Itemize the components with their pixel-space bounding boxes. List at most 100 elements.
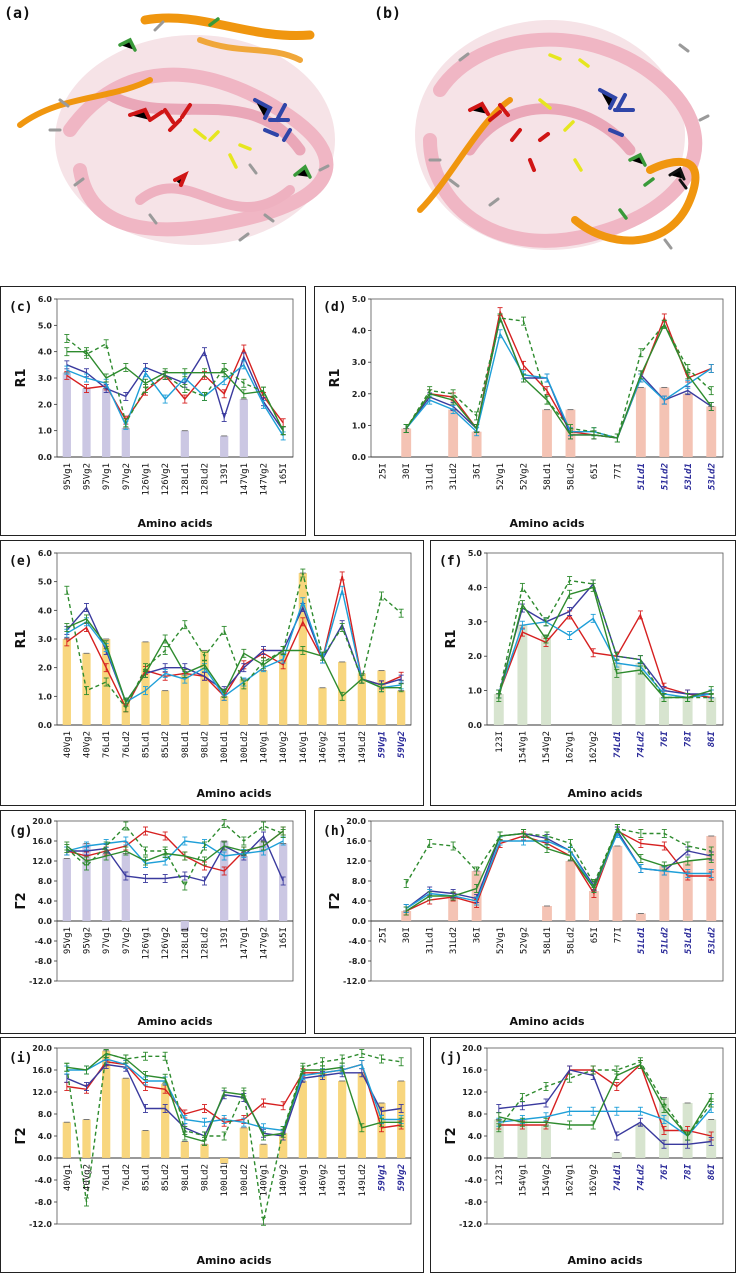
- y-tick-label: 4.0: [38, 897, 53, 906]
- category-label: 140Vg1: [260, 731, 270, 764]
- x-axis-label: Amino acids: [137, 517, 213, 530]
- bar: [542, 906, 552, 921]
- category-label: 126Vg2: [161, 927, 171, 960]
- series-line-green-dashed: [66, 1052, 402, 1222]
- category-label: 51Ld1: [637, 463, 647, 490]
- chart-panel-c: (c) 0.0 1.0 2.0 3.0 4.0 5.0 6.0 R1 95Vg1 95Vg2 97Vg…: [0, 286, 306, 536]
- panel-label-h: (h): [323, 824, 346, 839]
- series-line-green-dashed: [66, 572, 402, 710]
- y-tick-label: 16.0: [32, 837, 52, 846]
- category-label: 58Ld2: [566, 927, 576, 954]
- y-tick-label: 8.0: [352, 877, 367, 886]
- y-axis-label: Γ2: [14, 1127, 29, 1144]
- chart-svg-d: (d) 0.0 1.0 2.0 3.0 4.0 5.0 R1 25I 30I 31Ld1 31Ld2 3…: [323, 295, 724, 530]
- y-tick-label: 3.0: [38, 374, 53, 383]
- y-axis-label: Γ2: [328, 892, 343, 909]
- bar: [493, 1119, 504, 1158]
- category-label: 30I: [402, 463, 412, 479]
- category-label: 126Vg1: [142, 927, 152, 960]
- bar: [200, 1144, 209, 1158]
- series-line-cyan: [66, 363, 284, 437]
- panel-label-i: (i): [9, 1051, 32, 1066]
- category-label: 147Vg1: [240, 927, 250, 960]
- y-tick-label: 0.0: [38, 721, 53, 730]
- bar: [612, 846, 623, 921]
- category-label: 139I: [220, 463, 230, 485]
- panel-label-d: (d): [323, 300, 346, 315]
- y-tick-label: -12.0: [29, 1220, 52, 1229]
- protein-ribbon-image-a: [17, 13, 335, 245]
- y-tick-label: 16.0: [462, 1066, 482, 1075]
- panel-label-f: (f): [439, 554, 462, 569]
- category-label: 76I: [660, 730, 670, 747]
- category-label: 51Ld2: [660, 463, 670, 490]
- y-tick-label: 4.0: [38, 348, 53, 357]
- x-axis-label: Amino acids: [567, 787, 643, 800]
- y-tick-label: -12.0: [343, 977, 366, 986]
- category-label: 78I: [684, 1163, 694, 1180]
- bar: [62, 372, 71, 457]
- category-label: 74Ld1: [613, 731, 623, 758]
- bar: [542, 409, 552, 457]
- chart-panel-i: (i) -12.0 -8.0 -4.0 0.0 4.0 8.0 12.0 16.0 20.0 Γ2 4…: [0, 1037, 424, 1273]
- series-line-green-dashed: [405, 317, 712, 439]
- bar: [589, 891, 599, 921]
- category-label: 31Ld2: [449, 463, 459, 490]
- category-label: 51Ld2: [660, 927, 670, 954]
- y-tick-label: 8.0: [38, 877, 53, 886]
- category-label: 52Vg2: [520, 927, 530, 954]
- category-label: 77I: [613, 463, 623, 479]
- y-tick-label: -8.0: [465, 1198, 483, 1207]
- category-label: 31Ld1: [426, 463, 436, 490]
- y-tick-label: 2.0: [38, 664, 53, 673]
- bar: [239, 856, 248, 921]
- category-label: 65I: [590, 463, 600, 479]
- category-label: 97Vg2: [122, 927, 132, 954]
- category-label: 95Vg1: [63, 463, 73, 490]
- category-label: 98Ld2: [201, 731, 211, 758]
- chart-svg-f: (f) 0.0 1.0 2.0 3.0 4.0 5.0 R1 123I 154Vg1 154Vg2 1…: [439, 549, 724, 800]
- y-tick-label: -12.0: [29, 977, 52, 986]
- y-tick-label: 4.0: [38, 606, 53, 615]
- category-label: 98Ld1: [181, 1164, 191, 1191]
- category-label: 100Ld1: [220, 1164, 230, 1197]
- y-tick-label: 1.0: [38, 427, 53, 436]
- category-label: 140Vg2: [279, 731, 289, 764]
- y-tick-label: -8.0: [35, 957, 53, 966]
- category-label: 95Vg2: [83, 463, 93, 490]
- bar: [635, 387, 646, 457]
- bar: [565, 861, 576, 921]
- bar: [102, 388, 111, 457]
- category-label: 40Vg1: [63, 731, 73, 758]
- category-label: 53Ld1: [684, 463, 694, 490]
- y-tick-label: 16.0: [32, 1066, 52, 1075]
- category-label: 128Ld2: [201, 927, 211, 960]
- series-line-green: [405, 827, 712, 912]
- y-tick-label: 4.0: [468, 1132, 483, 1141]
- series-line-red: [498, 613, 712, 699]
- bar: [517, 625, 528, 725]
- category-label: 147Vg2: [260, 927, 270, 960]
- category-label: 140Vg2: [279, 1164, 289, 1197]
- category-label: 140Vg1: [260, 1164, 270, 1197]
- category-label: 85Ld2: [161, 1164, 171, 1191]
- category-label: 78I: [684, 730, 694, 747]
- bar: [279, 653, 288, 725]
- y-tick-label: 20.0: [32, 1044, 52, 1053]
- panel-label-c: (c): [9, 300, 32, 315]
- bar: [259, 670, 268, 725]
- y-tick-label: 4.0: [468, 583, 483, 592]
- series-line-cyan: [66, 1058, 402, 1132]
- category-label: 52Vg1: [496, 927, 506, 954]
- category-label: 74Ld2: [636, 1164, 646, 1191]
- category-label: 149Ld2: [358, 1164, 368, 1197]
- category-label: 154Vg1: [518, 1164, 528, 1197]
- bar: [239, 399, 248, 457]
- bar: [357, 1072, 366, 1158]
- category-label: 162Vg2: [589, 731, 599, 764]
- category-label: 76Ld2: [122, 1164, 132, 1191]
- bar: [62, 858, 71, 921]
- bar: [635, 1125, 646, 1158]
- series-line-green: [498, 1063, 712, 1138]
- category-label: 123I: [495, 1164, 505, 1186]
